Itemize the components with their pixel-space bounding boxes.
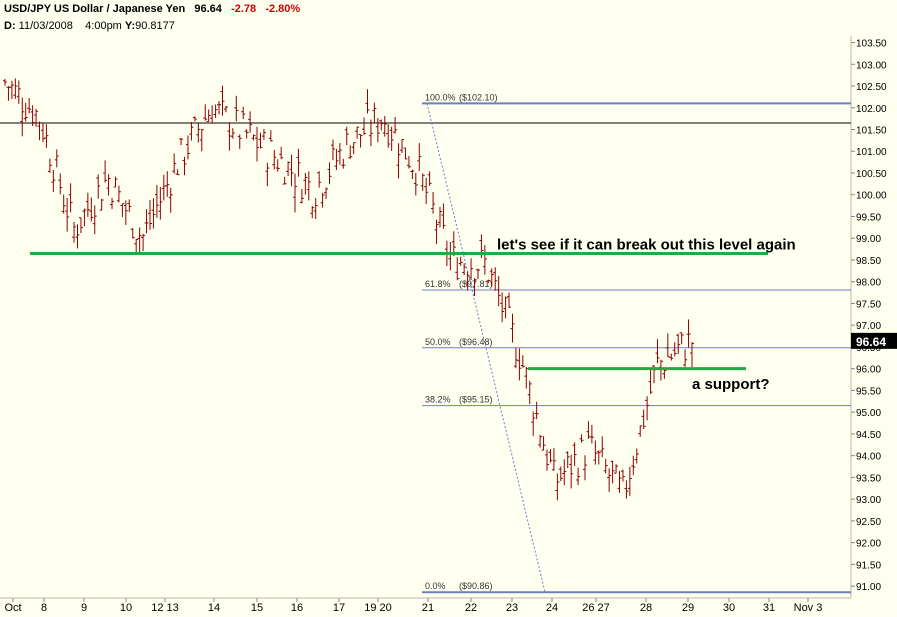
fibonacci-level-price: ($97.81) (459, 279, 493, 289)
y-tick-label: 95.00 (856, 408, 881, 419)
x-tick-label: 28 (640, 602, 652, 614)
fibonacci-level-price: ($96.48) (459, 337, 493, 347)
y-tick-label: 96.00 (856, 365, 881, 376)
y-tick-label: 91.00 (856, 582, 881, 593)
x-tick-label: 31 (763, 602, 775, 614)
chart-title-row: USD/JPY US Dollar / Japanese Yen 96.64 -… (4, 3, 300, 15)
fibonacci-level-percent: 38.2% (425, 395, 451, 405)
y-tick-label: 92.50 (856, 517, 881, 528)
y-label: Y: (124, 20, 136, 32)
price-change-percent: -2.80% (265, 3, 301, 15)
y-tick-label: 93.00 (856, 495, 881, 506)
symbol-name: USD/JPY US Dollar / Japanese Yen (4, 3, 186, 15)
last-price: 96.64 (194, 3, 222, 15)
y-tick-label: 94.00 (856, 452, 881, 463)
last-price-box (851, 332, 897, 349)
x-tick-label: 14 (208, 602, 220, 614)
x-tick-label: Nov 3 (794, 602, 823, 614)
y-tick-label: 100.50 (856, 169, 887, 180)
x-tick-label: 22 (465, 602, 477, 614)
x-tick-label: 23 (506, 602, 518, 614)
y-tick-label: 101.00 (856, 147, 887, 158)
x-tick-label: 29 (682, 602, 694, 614)
y-tick-label: 98.00 (856, 278, 881, 289)
y-tick-label: 97.50 (856, 299, 881, 310)
y-axis-panel (851, 36, 897, 598)
x-tick-label: 8 (41, 602, 47, 614)
y-tick-label: 94.50 (856, 430, 881, 441)
fibonacci-level-percent: 0.0% (425, 581, 446, 591)
y-tick-label: 91.50 (856, 560, 881, 571)
last-price-label: 96.64 (856, 335, 886, 349)
fibonacci-level-percent: 50.0% (425, 337, 451, 347)
x-tick-label: 26 27 (582, 602, 610, 614)
x-tick-label: 19 20 (364, 602, 392, 614)
fibonacci-level-price: ($95.15) (459, 395, 493, 405)
date-value: 11/03/2008 (18, 20, 73, 32)
y-tick-label: 95.50 (856, 386, 881, 397)
x-tick-label: 15 (251, 602, 263, 614)
y-value: 90.8177 (135, 20, 175, 32)
x-tick-label: 10 (120, 602, 132, 614)
fibonacci-level-percent: 61.8% (425, 279, 451, 289)
x-tick-label: 30 (723, 602, 735, 614)
y-tick-label: 92.00 (856, 539, 881, 550)
cursor-readout: D: 11/03/2008 4:00pm Y:90.8177 (4, 20, 175, 32)
y-tick-label: 98.50 (856, 256, 881, 267)
x-tick-label: 17 (333, 602, 345, 614)
y-tick-label: 103.00 (856, 60, 887, 71)
annotation-breakout-text: let's see if it can break out this level… (497, 237, 796, 254)
x-tick-label: 24 (546, 602, 558, 614)
time-value: 4:00pm (85, 20, 122, 32)
fibonacci-level-percent: 100.0% (425, 92, 456, 102)
y-tick-label: 99.50 (856, 212, 881, 223)
x-tick-label: 21 (422, 602, 434, 614)
y-tick-label: 97.00 (856, 321, 881, 332)
y-tick-label: 93.50 (856, 473, 881, 484)
y-tick-label: 101.50 (856, 126, 887, 137)
y-tick-label: 100.00 (856, 191, 887, 202)
x-tick-label: 16 (291, 602, 303, 614)
y-tick-label: 99.00 (856, 234, 881, 245)
date-label: D: (4, 20, 16, 32)
x-tick-label: Oct (4, 602, 21, 614)
price-change: -2.78 (231, 3, 257, 15)
fibonacci-level-price: ($102.10) (459, 92, 498, 102)
annotation-support-text: a support? (692, 376, 770, 393)
fibonacci-level-price: ($90.86) (459, 581, 493, 591)
y-tick-label: 102.50 (856, 82, 887, 93)
y-tick-label: 102.00 (856, 104, 887, 115)
y-tick-label: 103.50 (856, 39, 887, 50)
x-tick-label: 9 (81, 602, 87, 614)
x-tick-label: 12 13 (151, 602, 179, 614)
